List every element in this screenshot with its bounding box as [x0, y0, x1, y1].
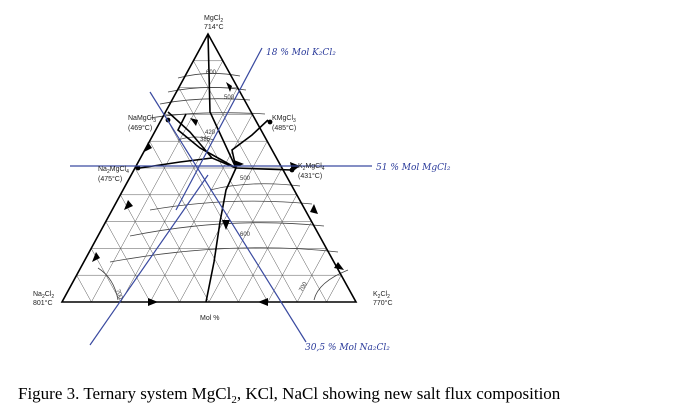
grid-line	[163, 114, 269, 303]
grid-line	[134, 167, 210, 303]
compound-k2mgcl4-temp: (431°C)	[298, 172, 322, 180]
isotherm-label-600-mid: 600	[240, 232, 251, 238]
ternary-triangle	[60, 32, 358, 303]
grid-line	[267, 221, 312, 303]
isotherm-700-right	[313, 269, 349, 301]
annotation-k2cl2: 18 % Mol K₂Cl₂	[266, 48, 336, 58]
isotherm-label-600-top: 600	[206, 70, 217, 76]
grid-line	[208, 167, 283, 303]
vertex-right-label: K2Cl2	[373, 291, 390, 300]
isotherm-550-mid	[149, 200, 313, 211]
isotherm-curves	[97, 73, 349, 301]
annotation-mgcl2: 51 % Mol MgCl₂	[376, 163, 451, 173]
vertex-top-temp: 714°C	[204, 23, 224, 31]
vertex-left-label: Na2Cl2	[33, 291, 54, 300]
isotherm-450	[149, 112, 266, 119]
compound-namgcl3-temp: (469°C)	[128, 124, 152, 132]
isotherm-700-left	[97, 267, 119, 301]
grid-line	[326, 275, 342, 303]
isotherm-500-mid	[209, 183, 301, 191]
isotherm-label-700-left: 700	[114, 289, 123, 301]
figure-caption: Figure 3. Ternary system MgCl2, KCl, NaC…	[18, 384, 561, 406]
line-k2cl2	[175, 47, 263, 211]
vertex-left-temp: 801°C	[33, 299, 53, 307]
axis-label: Mol %	[200, 315, 219, 322]
direction-arrows	[92, 82, 344, 306]
grid-line	[105, 221, 151, 303]
compound-kmgcl3: KMgCl3	[272, 115, 296, 124]
isotherm-label-700-right: 700	[299, 281, 310, 293]
isotherm-tiny	[177, 136, 215, 141]
compound-namgcl3: NaMgCl3	[128, 115, 156, 124]
isotherm-label-500-top: 500	[224, 95, 235, 101]
isotherm-label-500-mid: 500	[240, 176, 251, 182]
grid-line	[149, 114, 253, 303]
compound-na2mgcl4: Na2MgCl4	[98, 166, 129, 175]
grid-line	[76, 275, 92, 303]
annotation-lines	[70, 47, 372, 346]
vertex-top-label: MgCl2	[204, 15, 223, 24]
line-extra	[89, 174, 209, 346]
compound-points	[135, 117, 295, 173]
compound-k2mgcl4: K2MgCl4	[298, 163, 325, 172]
isotherm-label-385: 385	[200, 137, 211, 143]
line-na2cl2	[149, 91, 307, 343]
phase-boundaries	[139, 33, 293, 303]
vertex-right-temp: 770°C	[373, 299, 393, 307]
isotherm-500-top	[159, 98, 251, 105]
isotherm-label-420: 420	[205, 130, 216, 136]
grid-line	[120, 87, 238, 303]
grid-line	[193, 60, 327, 303]
compound-na2mgcl4-temp: (475°C)	[98, 175, 122, 183]
annotation-na2cl2: 30,5 % Mol Na₂Cl₂	[305, 343, 390, 353]
compound-kmgcl3-temp: (485°C)	[272, 124, 296, 132]
isotherm-650	[109, 247, 339, 263]
grid-line	[178, 87, 298, 303]
